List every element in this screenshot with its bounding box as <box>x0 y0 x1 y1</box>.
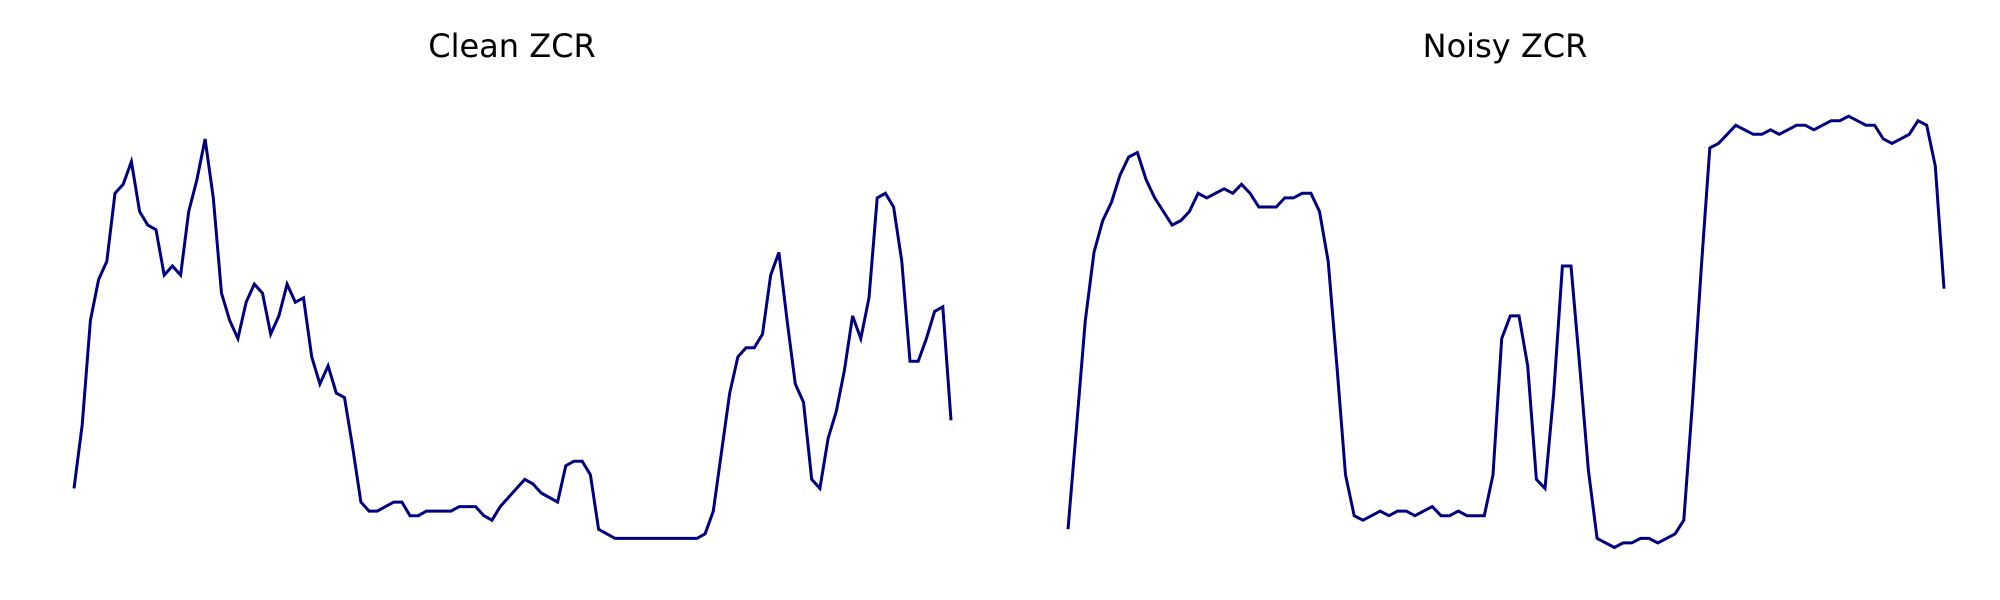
noisy-zcr-line <box>1066 114 1946 550</box>
clean-zcr-line <box>72 138 953 540</box>
clean-zcr-title: Clean ZCR <box>428 27 595 65</box>
noisy-zcr-title: Noisy ZCR <box>1423 27 1588 65</box>
clean-zcr-panel: Clean ZCR <box>72 27 953 540</box>
noisy-zcr-panel: Noisy ZCR <box>1066 27 1946 550</box>
